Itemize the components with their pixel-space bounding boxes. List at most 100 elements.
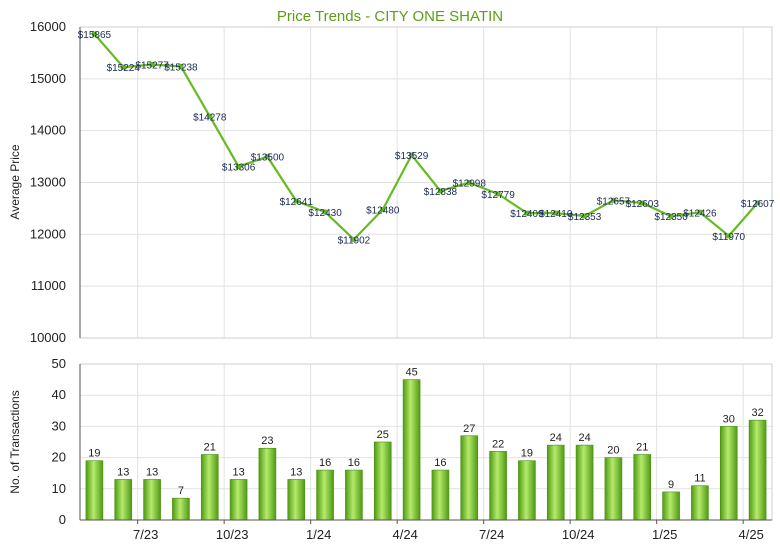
price-point [178,63,184,69]
price-data-label: $15277 [135,60,169,71]
price-data-label: $12779 [481,190,515,201]
price-data-label: $12426 [683,208,717,219]
price-data-label: $12410 [539,209,573,220]
price-data-label: $13529 [395,151,429,162]
price-point [380,206,386,212]
transaction-bar [748,419,767,521]
transaction-bar [662,491,680,521]
transaction-bar [489,451,507,521]
price-point [437,188,443,194]
transaction-bar-label: 16 [319,457,331,469]
price-tick-label: 13000 [30,175,66,190]
price-data-label: $15238 [164,62,198,73]
transaction-bar [460,435,479,521]
price-data-label: $12641 [280,197,314,208]
transaction-bar [85,460,104,521]
transaction-bar [229,479,248,521]
transaction-bar [691,485,709,521]
price-data-label: $12607 [741,199,775,210]
transaction-bar [258,447,277,521]
price-point [264,154,270,160]
price-panel: 10000 11000 12000 13000 14000 15000 16000 $1586… [30,19,775,345]
transactions-panel: 0 10 20 30 40 50 19 13 13 7 21 13 23 13 16 16 25 45 16 27 22… [52,356,773,542]
price-point [322,209,328,215]
transaction-bar-label: 24 [578,432,590,444]
transaction-bar-label: 25 [377,429,389,441]
x-tick-label: 4/24 [393,527,418,542]
transaction-bar [114,479,133,521]
price-data-label: $15865 [78,30,112,41]
x-tick-label: 1/24 [306,527,331,542]
x-tick-label: 10/23 [216,527,249,542]
x-tick-label: 4/25 [739,527,764,542]
transaction-bar-label: 19 [521,448,533,460]
transaction-bar [575,444,594,521]
price-point [293,198,299,204]
price-data-label: $15224 [107,63,141,74]
transactions-tick-label: 30 [52,418,66,433]
transaction-bar [316,469,334,521]
transaction-bar-label: 30 [723,413,735,425]
price-point [582,213,588,219]
price-tick-label: 12000 [30,226,66,241]
transaction-bar-label: 19 [88,448,100,460]
price-data-label: $12353 [568,212,602,223]
price-point [351,236,357,242]
transaction-bar [200,454,219,521]
price-data-label: $12480 [366,205,400,216]
x-tick-label: 7/24 [479,527,504,542]
price-point [495,191,501,197]
transaction-bar [546,444,565,521]
price-data-label: $12350 [654,212,688,223]
price-point [755,200,761,206]
price-data-label: $12409 [510,209,544,220]
price-data-label: $12603 [626,199,660,210]
transaction-bar-label: 13 [117,466,129,478]
price-data-label: $11970 [712,232,745,243]
price-point [553,210,559,216]
transactions-tick-label: 10 [52,481,66,496]
transaction-bar-label: 21 [204,441,216,453]
price-data-label: $12657 [597,196,631,207]
price-point [236,164,242,170]
price-tick-label: 11000 [31,278,66,293]
transaction-bar-label: 22 [492,438,504,450]
price-data-label: $12838 [424,187,458,198]
transaction-bar [287,479,306,521]
transaction-bar-label: 16 [434,457,446,469]
price-point [610,197,616,203]
transactions-tick-label: 50 [52,356,66,371]
transaction-bar-label: 27 [463,423,475,435]
chart-title: Price Trends - CITY ONE SHATIN [277,8,503,25]
price-data-label: $13306 [222,163,256,174]
x-tick-label: 10/24 [562,527,595,542]
transaction-bar-label: 13 [290,466,302,478]
transaction-bar [604,457,623,521]
price-tick-label: 15000 [30,71,66,86]
price-data-label: $14278 [193,112,227,123]
price-point [697,209,703,215]
price-tick-label: 14000 [30,123,66,138]
price-data-label: $11902 [338,235,371,246]
transactions-axis-title: No. of Transactions [8,390,22,493]
transaction-bar-label: 21 [636,441,648,453]
price-point [524,210,530,216]
price-point [639,200,645,206]
transaction-bar [373,441,392,521]
transaction-bar-label: 32 [751,407,763,419]
price-data-label: $13500 [251,153,285,164]
transaction-bar-label: 45 [405,367,417,379]
price-data-label: $12430 [308,208,342,219]
transaction-bar-label: 13 [146,466,158,478]
transactions-tick-label: 0 [59,512,66,527]
transaction-bar-label: 20 [607,445,619,457]
price-point [120,64,126,70]
price-data-label: $12998 [453,179,487,190]
price-point [726,233,732,239]
transactions-tick-label: 40 [52,387,66,402]
price-point [207,113,213,119]
price-point [466,180,472,186]
transaction-bar [431,469,450,521]
